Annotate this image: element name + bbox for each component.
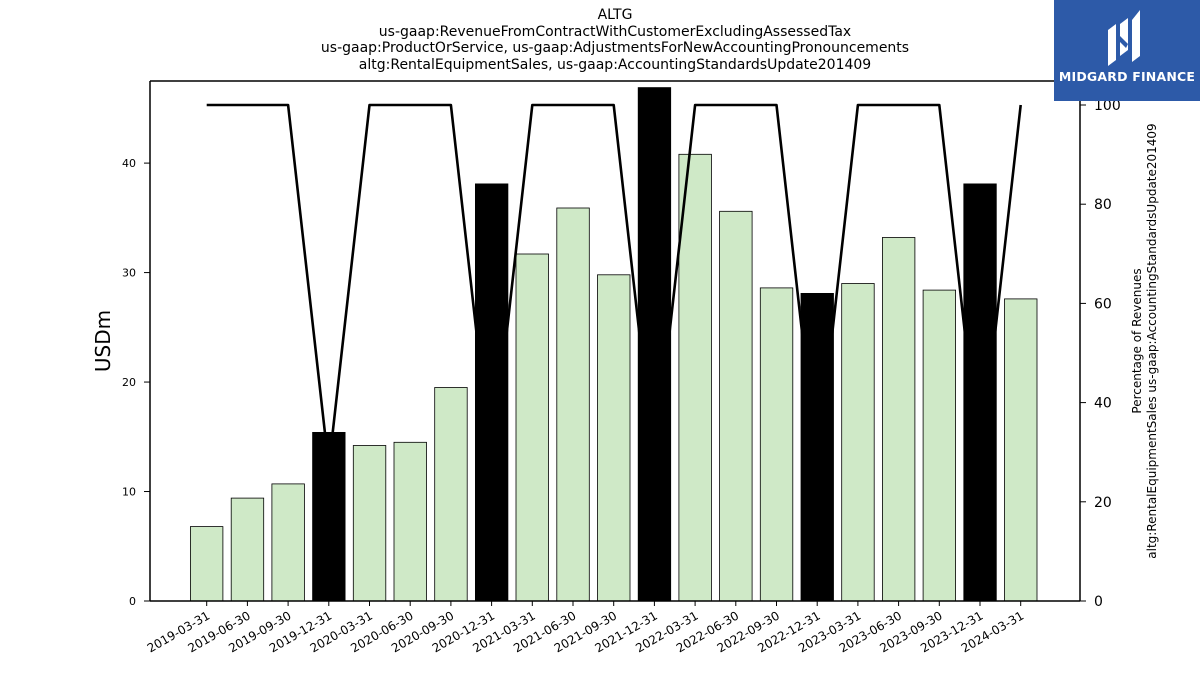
bar-2020-06-30 xyxy=(393,441,427,602)
y2-tick-label: 80 xyxy=(1094,197,1112,213)
midgard-logo-icon xyxy=(1108,10,1140,66)
y2-tick-label: 0 xyxy=(1094,594,1103,610)
y-axis-label: USDm xyxy=(91,310,115,372)
line-layer xyxy=(206,103,1022,469)
bar-2023-03-31 xyxy=(841,283,875,602)
chart-subtitle-line-3: altg:RentalEquipmentSales, us-gaap:Accou… xyxy=(358,57,872,73)
y-tick-label: 0 xyxy=(129,595,136,608)
bar-2022-03-31 xyxy=(678,153,712,602)
y2-tick-label: 40 xyxy=(1094,396,1112,412)
bar-2021-03-31 xyxy=(515,253,549,602)
midgard-finance-logo: MIDGARD FINANCE xyxy=(1054,0,1200,101)
chart-subtitle-line-1: us-gaap:RevenueFromContractWithCustomerE… xyxy=(378,24,852,40)
bar-2020-12-31 xyxy=(474,183,509,602)
bar-2019-03-31 xyxy=(189,526,224,602)
y2-tick-label: 100 xyxy=(1094,98,1121,114)
bar-2021-09-30 xyxy=(597,274,631,602)
y2-axis-label-line-2: altg:RentalEquipmentSales us-gaap:Accoun… xyxy=(1145,123,1159,558)
logo-text: MIDGARD FINANCE xyxy=(1058,69,1196,84)
y2-tick-label: 60 xyxy=(1094,296,1112,312)
bar-2021-12-31 xyxy=(637,87,672,602)
y-tick-label: 30 xyxy=(122,267,136,280)
percentage-line xyxy=(206,103,1022,469)
y-tick-label: 20 xyxy=(122,376,136,389)
chart-title: ALTG xyxy=(597,7,633,23)
y-tick-label: 10 xyxy=(122,486,136,499)
bar-2022-09-30 xyxy=(759,287,794,602)
bar-2023-09-30 xyxy=(922,289,956,602)
bar-2020-03-31 xyxy=(352,445,387,602)
y2-tick-label: 20 xyxy=(1094,495,1112,511)
chart-subtitle-line-2: us-gaap:ProductOrService, us-gaap:Adjust… xyxy=(320,40,910,56)
bar-2020-09-30 xyxy=(434,387,468,602)
bar-2021-06-30 xyxy=(556,207,590,602)
bar-2019-06-30 xyxy=(230,497,265,602)
bar-2024-03-31 xyxy=(1004,298,1038,602)
bar-2022-12-31 xyxy=(800,292,834,602)
bar-2023-12-31 xyxy=(963,183,997,602)
bar-2019-09-30 xyxy=(271,483,305,602)
bar-2023-06-30 xyxy=(882,237,916,602)
bars-group xyxy=(189,87,1038,602)
axes-group xyxy=(149,80,1081,602)
bar-2022-06-30 xyxy=(719,210,753,602)
y-tick-label: 40 xyxy=(122,157,136,170)
y2-axis-label-line-1: Percentage of Revenues xyxy=(1130,268,1144,413)
